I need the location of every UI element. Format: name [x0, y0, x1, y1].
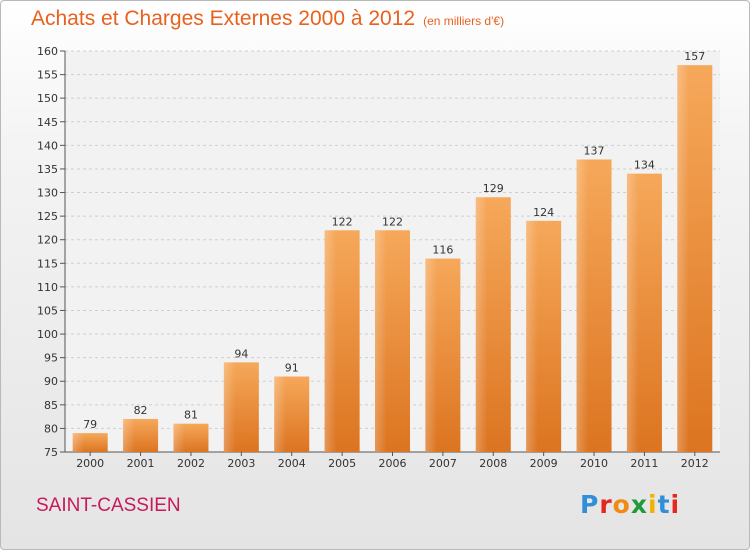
- chart-title: Achats et Charges Externes 2000 à 2012 (e…: [31, 7, 504, 31]
- y-tick-label: 140: [37, 139, 58, 152]
- y-axis: 75 80 85 90 95 100 105 110 115 120 125 130 135 140 145…: [37, 45, 720, 459]
- bar-value-label: 94: [234, 347, 248, 360]
- bar-value-label: 81: [184, 409, 198, 422]
- bar-value-label: 116: [432, 244, 453, 257]
- bar-highlight: [626, 173, 639, 453]
- y-tick-label: 155: [37, 69, 58, 82]
- y-tick-label: 95: [44, 352, 58, 365]
- x-tick-label: 2002: [177, 457, 205, 470]
- bar-value-label: 91: [285, 362, 299, 375]
- logo-letter: o: [612, 490, 631, 519]
- bar-value-label: 134: [634, 159, 655, 172]
- labels: 79 2000 82 2001 81 2002 94 2003 91 2004 122 2005 122…: [76, 50, 709, 470]
- y-tick-label: 150: [37, 92, 58, 105]
- x-tick-label: 2009: [530, 457, 558, 470]
- city-name: SAINT-CASSIEN: [36, 495, 181, 516]
- bar-value-label: 137: [584, 145, 605, 158]
- y-tick-label: 145: [37, 116, 58, 129]
- chart-subtitle: (en milliers d'€): [423, 14, 505, 28]
- bar-highlight: [425, 258, 438, 452]
- x-tick-label: 2003: [227, 457, 255, 470]
- bar-highlight: [324, 230, 337, 452]
- bar-value-label: 157: [684, 50, 705, 63]
- y-tick-label: 120: [37, 234, 58, 247]
- logo-letter: t: [657, 490, 671, 519]
- logo-letter: P: [580, 490, 600, 519]
- x-tick-label: 2001: [127, 457, 155, 470]
- logo-letter: i: [670, 490, 681, 519]
- x-tick-label: 2000: [76, 457, 104, 470]
- bars: [72, 65, 713, 453]
- y-tick-label: 100: [37, 328, 58, 341]
- bar-value-label: 122: [382, 215, 403, 228]
- x-tick-label: 2012: [681, 457, 709, 470]
- bar-value-label: 129: [483, 182, 504, 195]
- y-tick-label: 90: [44, 375, 58, 388]
- x-tick-label: 2006: [379, 457, 407, 470]
- chart-title-text: Achats et Charges Externes 2000 à 2012: [31, 7, 416, 30]
- y-tick-label: 125: [37, 210, 58, 223]
- logo-letter: r: [599, 490, 613, 519]
- x-tick-label: 2008: [479, 457, 507, 470]
- bar-highlight: [223, 362, 236, 452]
- logo-letter: i: [648, 490, 658, 519]
- logo-letter: x: [630, 490, 648, 519]
- y-tick-label: 115: [37, 257, 58, 270]
- bar-highlight: [475, 197, 488, 452]
- x-tick-label: 2004: [278, 457, 306, 470]
- x-tick-label: 2011: [630, 457, 658, 470]
- bar-value-label: 124: [533, 206, 554, 219]
- bar-highlight: [677, 65, 689, 452]
- y-tick-label: 105: [37, 304, 58, 317]
- y-tick-label: 85: [44, 399, 58, 412]
- x-tick-label: 2005: [328, 457, 356, 470]
- bar-highlight: [526, 220, 538, 452]
- x-tick-label: 2007: [429, 457, 457, 470]
- bar-value-label: 82: [134, 404, 148, 417]
- y-tick-label: 135: [37, 163, 58, 176]
- bar-highlight: [274, 376, 286, 452]
- y-tick-label: 130: [37, 187, 58, 200]
- proxiti-logo: Proxiti: [580, 490, 680, 519]
- bar-highlight: [123, 418, 135, 452]
- bar-value-label: 79: [83, 418, 97, 431]
- bar-highlight: [375, 230, 387, 452]
- y-tick-label: 110: [37, 281, 58, 294]
- bar-highlight: [72, 433, 85, 452]
- bar-value-label: 122: [332, 215, 353, 228]
- y-tick-label: 160: [37, 45, 58, 58]
- bar-highlight: [576, 159, 589, 452]
- bar-highlight: [173, 423, 186, 452]
- y-tick-label: 75: [44, 446, 58, 459]
- x-tick-label: 2010: [580, 457, 608, 470]
- y-tick-label: 80: [44, 422, 58, 435]
